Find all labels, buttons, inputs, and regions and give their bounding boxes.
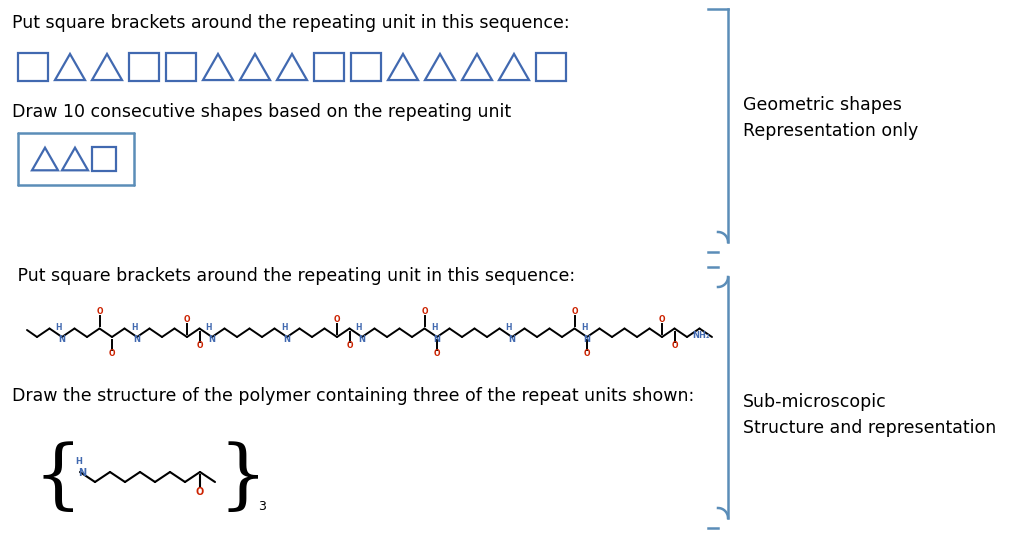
Text: H: H [55,322,62,331]
Text: Draw the structure of the polymer containing three of the repeat units shown:: Draw the structure of the polymer contai… [12,387,694,405]
Text: N: N [209,335,215,343]
Text: H: H [281,322,288,331]
Text: Geometric shapes
Representation only: Geometric shapes Representation only [743,96,919,140]
Text: H: H [76,457,83,466]
Text: H: H [581,322,587,331]
Text: H: H [431,322,437,331]
Text: Draw 10 consecutive shapes based on the repeating unit: Draw 10 consecutive shapes based on the … [12,103,511,121]
Text: H: H [131,322,137,331]
Text: O: O [183,315,190,324]
Text: 3: 3 [258,500,266,513]
Text: H: H [506,322,512,331]
Text: O: O [672,341,678,350]
Text: N: N [133,335,140,343]
Text: O: O [571,307,578,316]
Text: O: O [196,487,204,497]
Text: O: O [584,349,590,358]
Text: N: N [584,335,591,343]
Text: N: N [284,335,291,343]
Text: N: N [58,335,66,343]
Text: O: O [334,315,340,324]
Text: Sub-microscopic
Structure and representation: Sub-microscopic Structure and representa… [743,393,996,437]
Text: }: } [219,441,267,515]
Text: Put square brackets around the repeating unit in this sequence:: Put square brackets around the repeating… [12,267,575,285]
Text: N: N [78,468,86,478]
Text: O: O [197,341,203,350]
Text: O: O [96,307,102,316]
Text: NH₂: NH₂ [692,331,710,341]
Text: O: O [346,341,352,350]
Text: Put square brackets around the repeating unit in this sequence:: Put square brackets around the repeating… [12,14,569,32]
Text: N: N [358,335,366,343]
Text: O: O [109,349,116,358]
Text: {: { [34,441,82,515]
Text: N: N [433,335,440,343]
Text: O: O [658,315,666,324]
Text: H: H [355,322,362,331]
Text: O: O [421,307,428,316]
Text: H: H [206,322,212,331]
Text: N: N [509,335,515,343]
Text: O: O [434,349,440,358]
